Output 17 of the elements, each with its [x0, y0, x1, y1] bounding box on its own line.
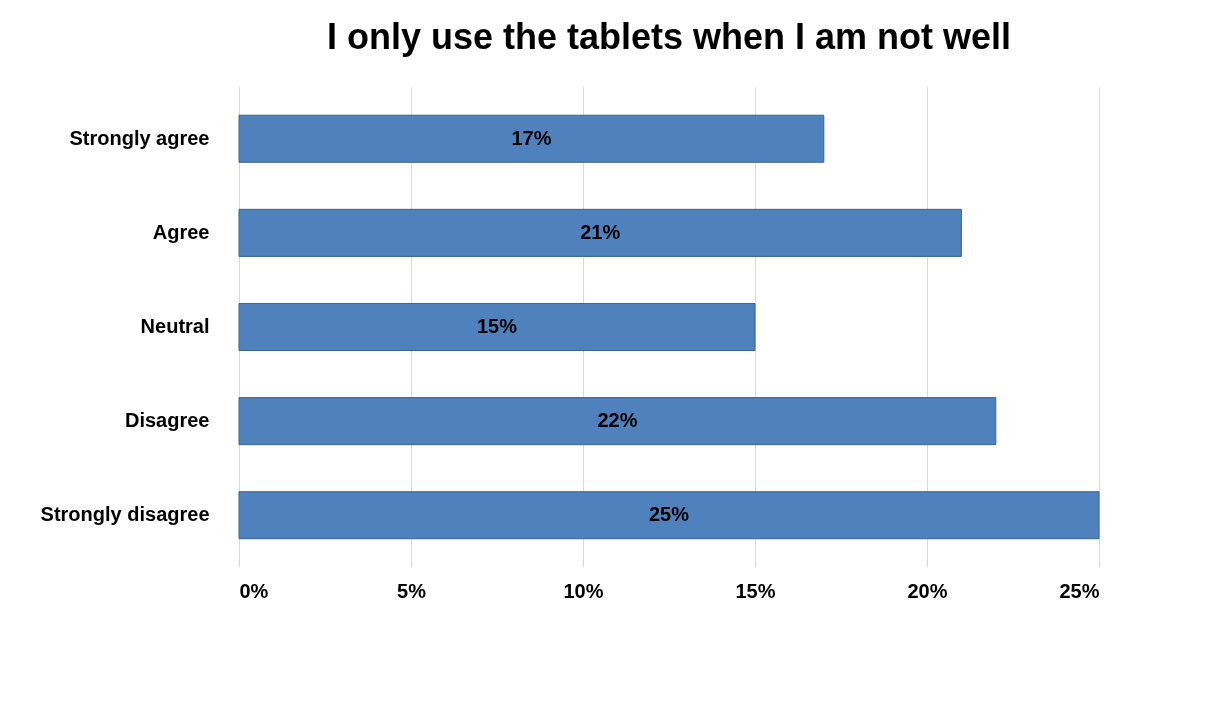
x-tick-label: 15%	[735, 579, 776, 602]
y-tick-label: Strongly agree	[69, 126, 210, 149]
y-tick-label: Neutral	[140, 315, 210, 337]
chart-title: I only use the tablets when I am not well	[326, 16, 1012, 57]
y-tick-label: Strongly disagree	[40, 503, 210, 526]
x-tick-label: 25%	[1059, 579, 1100, 602]
y-tick-label: Disagree	[125, 409, 210, 432]
data-label: 15%	[476, 315, 518, 337]
x-tick-label: 10%	[563, 579, 604, 602]
data-label: 21%	[580, 220, 621, 243]
x-tick-label: 0%	[239, 579, 269, 602]
x-tick-label: 5%	[397, 579, 427, 602]
data-label: 25%	[648, 503, 690, 526]
x-tick-label: 20%	[907, 579, 948, 602]
data-label: 17%	[511, 126, 552, 149]
data-label: 22%	[597, 409, 638, 432]
y-tick-label: Agree	[152, 220, 210, 243]
